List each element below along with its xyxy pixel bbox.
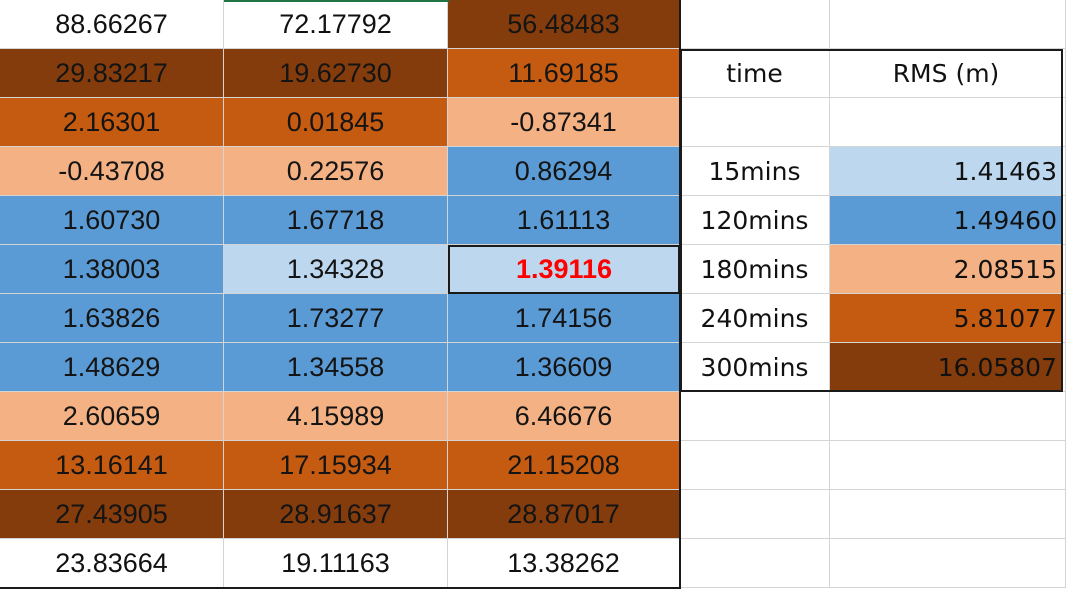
grid-cell[interactable]: 29.83217 [0, 49, 224, 98]
legend-rms-cell[interactable]: 5.81077 [830, 294, 1063, 343]
grid-cell[interactable]: 27.43905 [0, 490, 224, 539]
empty-cell[interactable] [830, 539, 1066, 588]
empty-cell[interactable] [830, 0, 1066, 49]
grid-cell[interactable]: 2.16301 [0, 98, 224, 147]
grid-cell[interactable]: 1.60730 [0, 196, 224, 245]
legend-spacer-cell[interactable] [680, 98, 830, 147]
grid-cell[interactable]: 19.62730 [224, 49, 448, 98]
grid-cell[interactable]: 1.74156 [448, 294, 680, 343]
grid-cell[interactable]: 6.46676 [448, 392, 680, 441]
empty-cell[interactable] [830, 490, 1066, 539]
legend-header-time[interactable]: time [680, 49, 830, 98]
grid-cell[interactable]: -0.43708 [0, 147, 224, 196]
grid-cell[interactable]: 28.91637 [224, 490, 448, 539]
legend-header-rms[interactable]: RMS (m) [830, 49, 1063, 98]
grid-cell[interactable]: 1.63826 [0, 294, 224, 343]
grid-cell[interactable]: 88.66267 [0, 0, 224, 49]
empty-cell[interactable] [680, 441, 830, 490]
legend-time-cell[interactable]: 15mins [680, 147, 830, 196]
legend-time-cell[interactable]: 240mins [680, 294, 830, 343]
empty-cell[interactable] [680, 392, 830, 441]
grid-cell[interactable]: 17.15934 [224, 441, 448, 490]
legend-time-cell[interactable]: 120mins [680, 196, 830, 245]
active-column-indicator [224, 0, 449, 2]
grid-cell[interactable]: 1.36609 [448, 343, 680, 392]
grid-cell[interactable]: 19.11163 [224, 539, 448, 588]
grid-cell[interactable]: 1.67718 [224, 196, 448, 245]
empty-cell[interactable] [830, 441, 1066, 490]
grid-cell[interactable]: 23.83664 [0, 539, 224, 588]
legend-spacer-cell[interactable] [830, 98, 1063, 147]
grid-cell[interactable]: 28.87017 [448, 490, 680, 539]
grid-cell[interactable]: 21.15208 [448, 441, 680, 490]
grid-cell[interactable]: 1.34558 [224, 343, 448, 392]
grid-cell[interactable]: 1.61113 [448, 196, 680, 245]
empty-cell[interactable] [680, 490, 830, 539]
legend-rms-cell[interactable]: 16.05807 [830, 343, 1063, 392]
legend-rms-cell[interactable]: 1.49460 [830, 196, 1063, 245]
grid-cell[interactable]: 4.15989 [224, 392, 448, 441]
grid-cell[interactable]: 13.38262 [448, 539, 680, 588]
grid-cell[interactable]: -0.87341 [448, 98, 680, 147]
empty-cell[interactable] [830, 392, 1066, 441]
grid-cell[interactable]: 13.16141 [0, 441, 224, 490]
grid-cell[interactable]: 2.60659 [0, 392, 224, 441]
grid-cell[interactable]: 1.73277 [224, 294, 448, 343]
empty-cell[interactable] [680, 0, 830, 49]
grid-cell[interactable]: 0.86294 [448, 147, 680, 196]
empty-cell[interactable] [680, 539, 830, 588]
grid-cell[interactable]: 11.69185 [448, 49, 680, 98]
legend-rms-cell[interactable]: 2.08515 [830, 245, 1063, 294]
selected-grid-cell[interactable]: 1.39116 [448, 245, 680, 294]
grid-cell[interactable]: 1.38003 [0, 245, 224, 294]
legend-time-cell[interactable]: 180mins [680, 245, 830, 294]
legend-time-cell[interactable]: 300mins [680, 343, 830, 392]
grid-cell[interactable]: 56.48483 [448, 0, 680, 49]
grid-cell[interactable]: 0.01845 [224, 98, 448, 147]
grid-cell[interactable]: 1.48629 [0, 343, 224, 392]
grid-cell[interactable]: 0.22576 [224, 147, 448, 196]
grid-cell[interactable]: 1.34328 [224, 245, 448, 294]
grid-cell[interactable]: 72.17792 [224, 0, 448, 49]
legend-rms-cell[interactable]: 1.41463 [830, 147, 1063, 196]
